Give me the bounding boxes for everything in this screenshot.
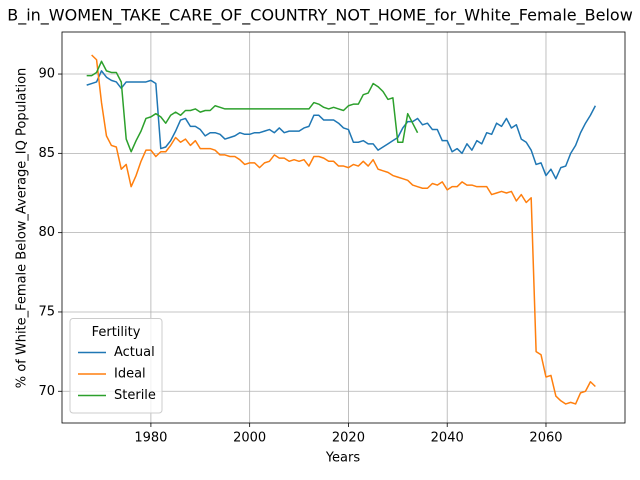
series-line bbox=[86, 60, 419, 153]
legend: Fertility Actual Ideal Sterile bbox=[69, 318, 163, 414]
series-line bbox=[86, 70, 597, 180]
x-tick-label: 2040 bbox=[431, 431, 464, 446]
legend-label: Ideal bbox=[114, 367, 146, 382]
x-tick-label: 2020 bbox=[332, 431, 365, 446]
legend-title: Fertility bbox=[92, 325, 141, 340]
chart-title: B_in_WOMEN_TAKE_CARE_OF_COUNTRY_NOT_HOME… bbox=[7, 6, 633, 26]
y-tick-label: 80 bbox=[38, 225, 55, 240]
y-tick-label: 70 bbox=[38, 384, 55, 399]
y-tick-label: 85 bbox=[38, 146, 55, 161]
series-line bbox=[91, 54, 596, 405]
legend-box bbox=[69, 318, 163, 414]
legend-label: Actual bbox=[114, 345, 155, 360]
x-tick-label: 1980 bbox=[134, 431, 167, 446]
x-tick-label: 2000 bbox=[233, 431, 266, 446]
y-tick-label: 90 bbox=[38, 67, 55, 82]
x-axis-label: Years bbox=[325, 451, 361, 466]
x-tick-label: 2060 bbox=[529, 431, 562, 446]
legend-label: Sterile bbox=[114, 388, 156, 403]
y-tick-label: 75 bbox=[38, 304, 55, 319]
y-axis-label: % of White_Female Below_Average_IQ Popul… bbox=[15, 68, 30, 389]
plot-frame bbox=[61, 31, 626, 424]
